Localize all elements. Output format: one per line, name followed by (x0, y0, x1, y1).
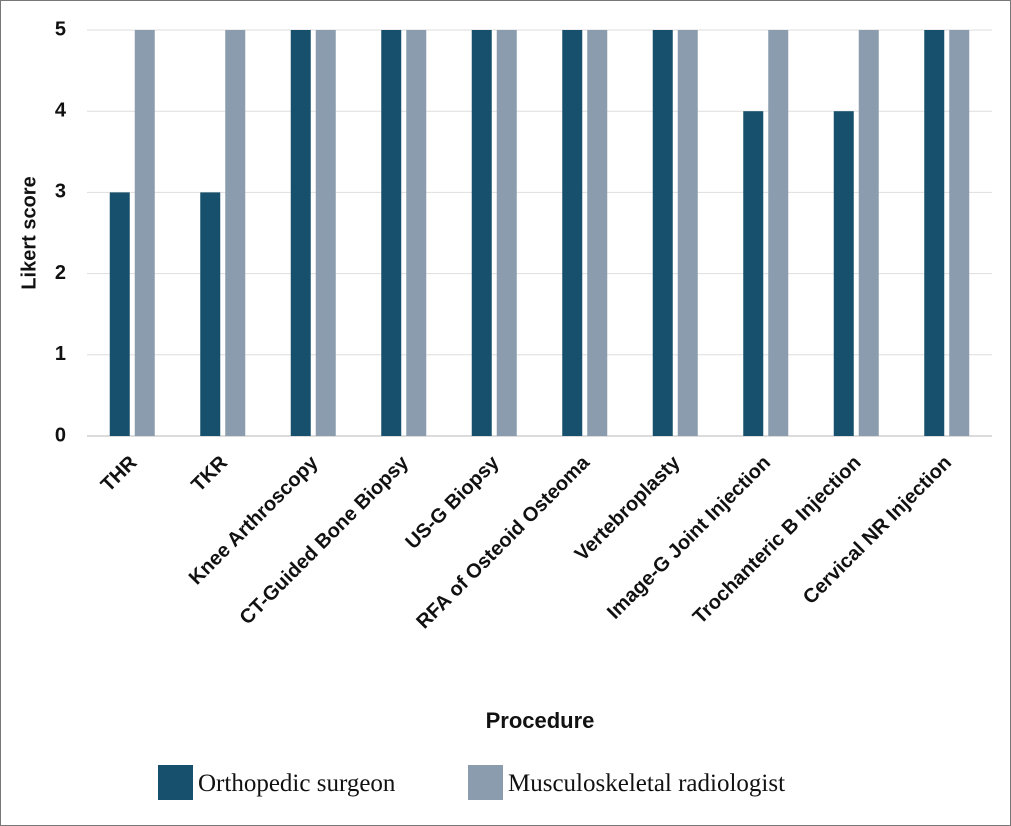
bar (381, 30, 402, 436)
y-tick-label: 3 (55, 181, 66, 203)
bar (109, 192, 130, 436)
bar (768, 30, 789, 436)
bar (858, 30, 879, 436)
y-tick-label: 4 (55, 99, 67, 121)
bar (225, 30, 246, 436)
bar (134, 30, 155, 436)
y-tick-label: 5 (55, 18, 66, 40)
bar (562, 30, 583, 436)
bar (833, 111, 854, 436)
bar (290, 30, 311, 436)
bar (406, 30, 427, 436)
bar (677, 30, 698, 436)
y-tick-label: 1 (55, 343, 66, 365)
bar (652, 30, 673, 436)
bar (949, 30, 970, 436)
legend-label: Orthopedic surgeon (198, 770, 396, 797)
y-tick-label: 0 (55, 424, 66, 446)
legend-swatch (468, 765, 503, 800)
bar (587, 30, 608, 436)
legend-label: Musculoskeletal radiologist (508, 770, 785, 797)
bar (743, 111, 764, 436)
y-axis-title: Likert score (18, 176, 40, 289)
bar (496, 30, 517, 436)
bar (924, 30, 945, 436)
legend-swatch (158, 765, 193, 800)
bar (471, 30, 492, 436)
y-tick-label: 2 (55, 262, 66, 284)
bar (200, 192, 221, 436)
bar (315, 30, 336, 436)
x-axis-title: Procedure (486, 708, 595, 733)
